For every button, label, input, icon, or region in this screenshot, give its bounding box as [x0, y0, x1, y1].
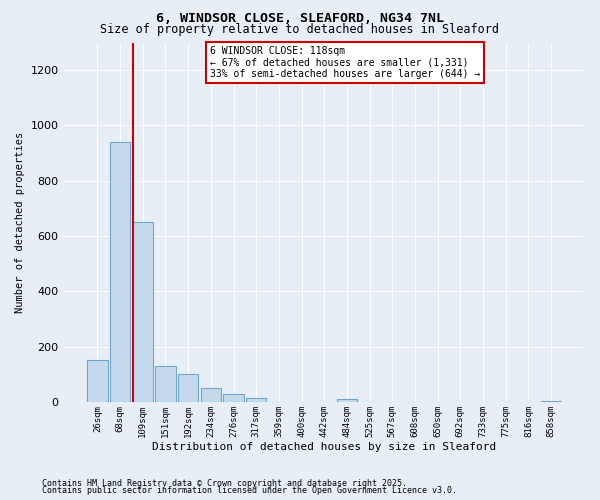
Bar [223, 394, 244, 402]
Bar [87, 360, 107, 402]
Bar [110, 142, 130, 402]
Bar [337, 399, 357, 402]
Bar [133, 222, 153, 402]
Text: 6 WINDSOR CLOSE: 118sqm
← 67% of detached houses are smaller (1,331)
33% of semi: 6 WINDSOR CLOSE: 118sqm ← 67% of detache… [209, 46, 480, 80]
X-axis label: Distribution of detached houses by size in Sleaford: Distribution of detached houses by size … [152, 442, 496, 452]
Text: Contains HM Land Registry data © Crown copyright and database right 2025.: Contains HM Land Registry data © Crown c… [42, 478, 407, 488]
Bar [541, 400, 561, 402]
Bar [178, 374, 199, 402]
Y-axis label: Number of detached properties: Number of detached properties [15, 132, 25, 313]
Bar [246, 398, 266, 402]
Bar [200, 388, 221, 402]
Text: Contains public sector information licensed under the Open Government Licence v3: Contains public sector information licen… [42, 486, 457, 495]
Bar [155, 366, 176, 402]
Text: Size of property relative to detached houses in Sleaford: Size of property relative to detached ho… [101, 24, 499, 36]
Text: 6, WINDSOR CLOSE, SLEAFORD, NG34 7NL: 6, WINDSOR CLOSE, SLEAFORD, NG34 7NL [156, 12, 444, 26]
